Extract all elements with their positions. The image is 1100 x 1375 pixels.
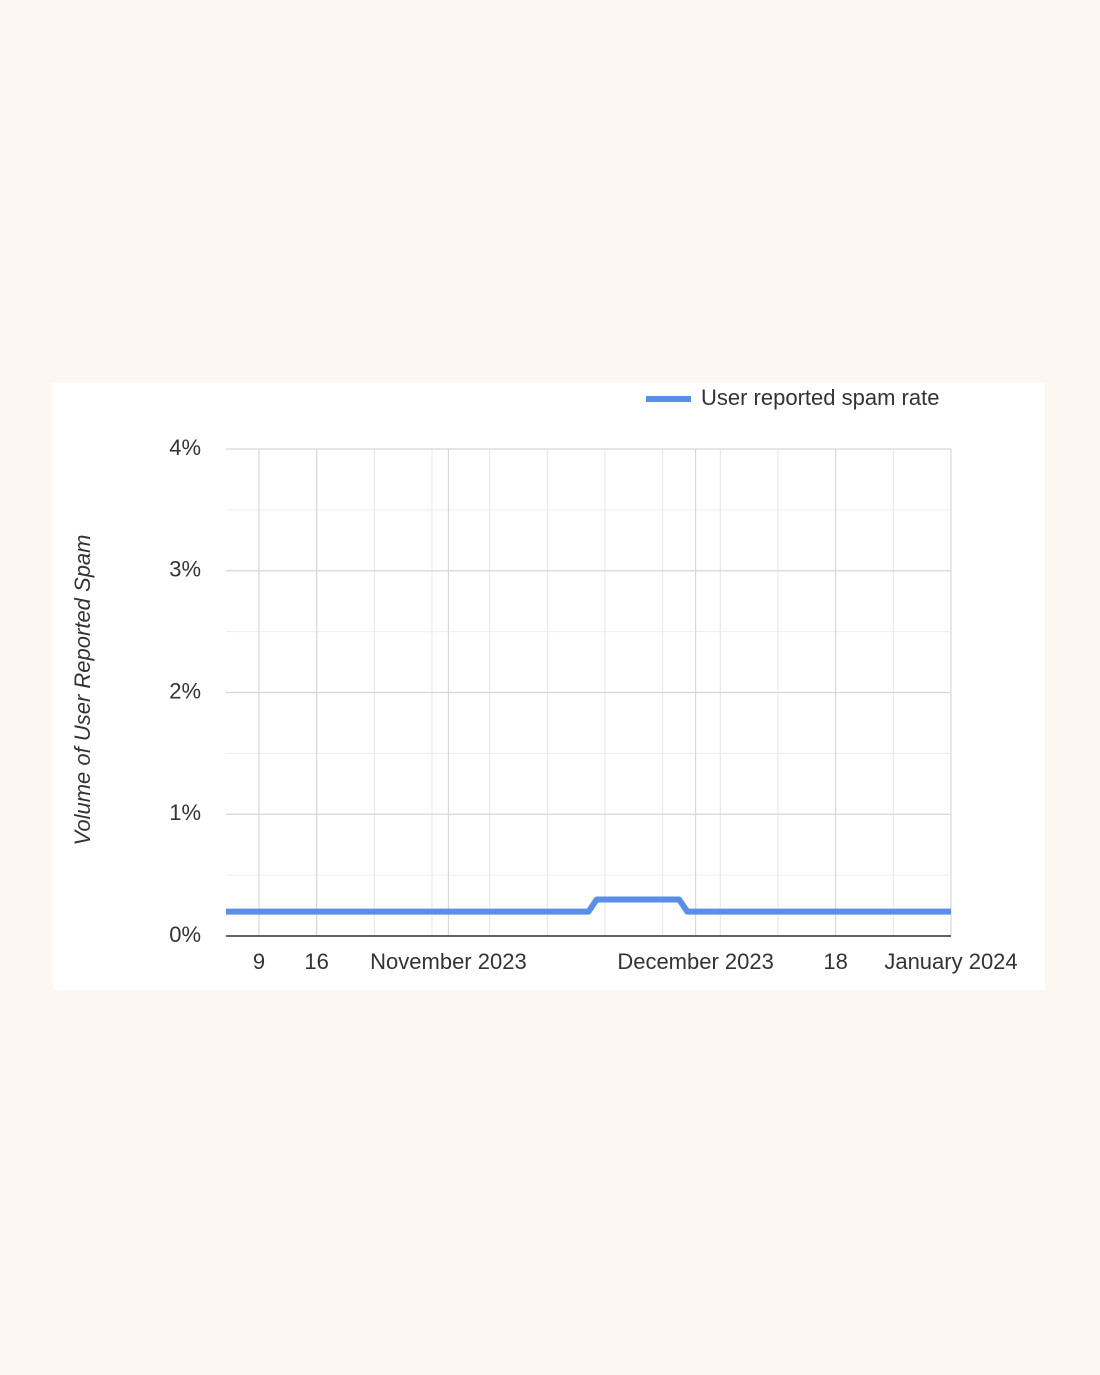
x-tick-label: December 2023 (617, 949, 774, 974)
y-tick-label: 1% (169, 800, 201, 825)
x-tick-label: 16 (304, 949, 328, 974)
x-tick-label: November 2023 (370, 949, 527, 974)
y-tick-label: 0% (169, 922, 201, 947)
legend-label: User reported spam rate (701, 385, 939, 410)
y-tick-label: 4% (169, 435, 201, 460)
x-tick-label: January 2024 (884, 949, 1017, 974)
y-axis-label: Volume of User Reported Spam (70, 535, 95, 846)
data-line (226, 896, 951, 915)
chart-panel (53, 383, 1045, 990)
x-tick-label: 18 (823, 949, 847, 974)
x-tick-label: 9 (253, 949, 265, 974)
y-tick-label: 3% (169, 557, 201, 582)
y-tick-label: 2% (169, 678, 201, 703)
